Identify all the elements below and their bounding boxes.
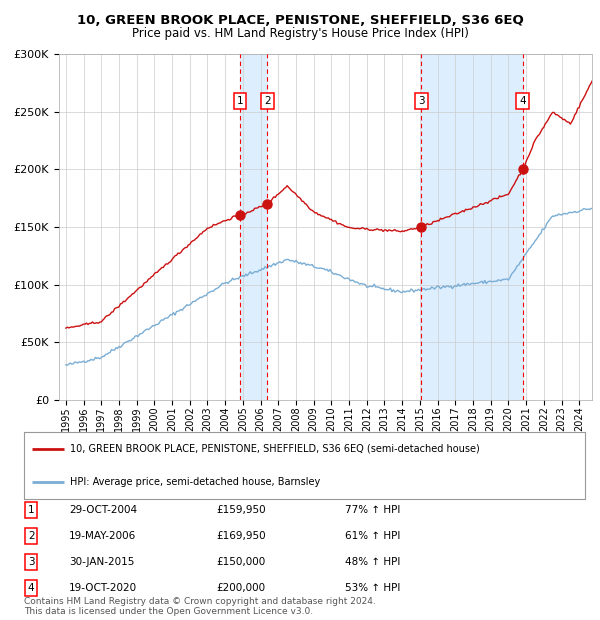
Text: £200,000: £200,000 xyxy=(216,583,265,593)
Text: Price paid vs. HM Land Registry's House Price Index (HPI): Price paid vs. HM Land Registry's House … xyxy=(131,27,469,40)
Text: 19-MAY-2006: 19-MAY-2006 xyxy=(69,531,136,541)
Bar xyxy=(240,54,268,400)
Text: 4: 4 xyxy=(28,583,35,593)
Text: 3: 3 xyxy=(28,557,35,567)
Text: 10, GREEN BROOK PLACE, PENISTONE, SHEFFIELD, S36 6EQ: 10, GREEN BROOK PLACE, PENISTONE, SHEFFI… xyxy=(77,14,523,27)
Text: 53% ↑ HPI: 53% ↑ HPI xyxy=(345,583,400,593)
Text: 1: 1 xyxy=(236,95,243,105)
Text: 61% ↑ HPI: 61% ↑ HPI xyxy=(345,531,400,541)
Text: Contains HM Land Registry data © Crown copyright and database right 2024.: Contains HM Land Registry data © Crown c… xyxy=(24,597,376,606)
Text: £159,950: £159,950 xyxy=(216,505,266,515)
Text: 2: 2 xyxy=(28,531,35,541)
Text: 4: 4 xyxy=(519,95,526,105)
Bar xyxy=(421,54,523,400)
Text: 30-JAN-2015: 30-JAN-2015 xyxy=(69,557,134,567)
Text: 19-OCT-2020: 19-OCT-2020 xyxy=(69,583,137,593)
Text: 3: 3 xyxy=(418,95,425,105)
Text: 10, GREEN BROOK PLACE, PENISTONE, SHEFFIELD, S36 6EQ (semi-detached house): 10, GREEN BROOK PLACE, PENISTONE, SHEFFI… xyxy=(70,444,480,454)
Text: 77% ↑ HPI: 77% ↑ HPI xyxy=(345,505,400,515)
Text: £150,000: £150,000 xyxy=(216,557,265,567)
Text: £169,950: £169,950 xyxy=(216,531,266,541)
Text: HPI: Average price, semi-detached house, Barnsley: HPI: Average price, semi-detached house,… xyxy=(70,477,320,487)
Text: 2: 2 xyxy=(264,95,271,105)
Text: 29-OCT-2004: 29-OCT-2004 xyxy=(69,505,137,515)
Text: 48% ↑ HPI: 48% ↑ HPI xyxy=(345,557,400,567)
Text: This data is licensed under the Open Government Licence v3.0.: This data is licensed under the Open Gov… xyxy=(24,607,313,616)
Text: 1: 1 xyxy=(28,505,35,515)
